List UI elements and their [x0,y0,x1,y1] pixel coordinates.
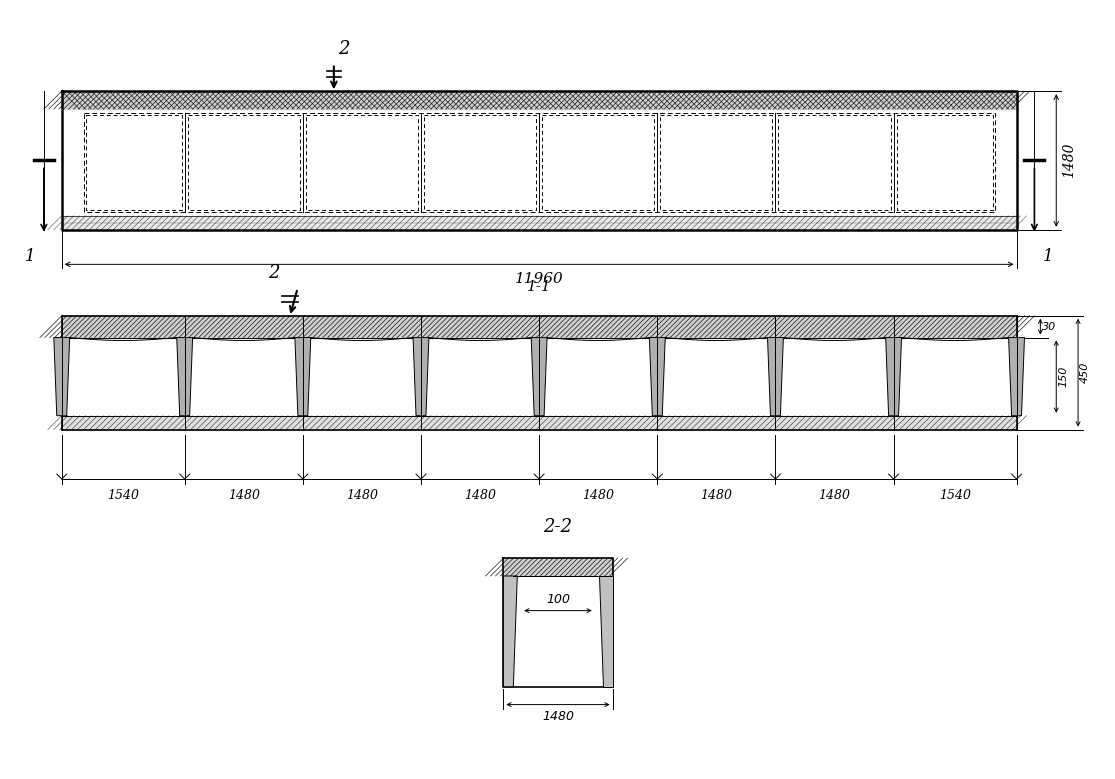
Text: 2: 2 [268,264,280,282]
Polygon shape [885,337,902,416]
Text: 1540: 1540 [107,489,139,502]
Text: 1480: 1480 [818,489,851,502]
Text: 1480: 1480 [227,489,260,502]
Polygon shape [61,416,1017,429]
Polygon shape [599,576,612,687]
Text: 1480: 1480 [700,489,733,502]
Polygon shape [61,315,1017,337]
Text: 1480: 1480 [1063,143,1076,178]
Polygon shape [413,337,429,416]
Text: 1480: 1480 [582,489,614,502]
Polygon shape [649,337,666,416]
Text: 150: 150 [1058,366,1068,387]
Text: 2: 2 [338,40,349,58]
Text: 11960: 11960 [515,273,563,286]
Text: 1480: 1480 [464,489,496,502]
Polygon shape [767,337,784,416]
Text: 1: 1 [1043,248,1054,265]
Polygon shape [503,559,612,576]
Text: 1-1: 1-1 [526,280,552,294]
Text: 1480: 1480 [542,710,574,723]
Text: 1480: 1480 [346,489,378,502]
Text: 100: 100 [546,593,570,605]
Text: 450: 450 [1080,362,1090,383]
Polygon shape [61,91,1017,109]
Polygon shape [531,337,547,416]
Polygon shape [54,337,69,416]
Text: 1540: 1540 [939,489,971,502]
Text: 30: 30 [1043,322,1057,332]
Polygon shape [61,216,1017,230]
Text: 1: 1 [25,248,36,265]
Polygon shape [503,576,517,687]
Polygon shape [1009,337,1025,416]
Polygon shape [294,337,311,416]
Polygon shape [177,337,193,416]
Text: 2-2: 2-2 [543,518,573,537]
